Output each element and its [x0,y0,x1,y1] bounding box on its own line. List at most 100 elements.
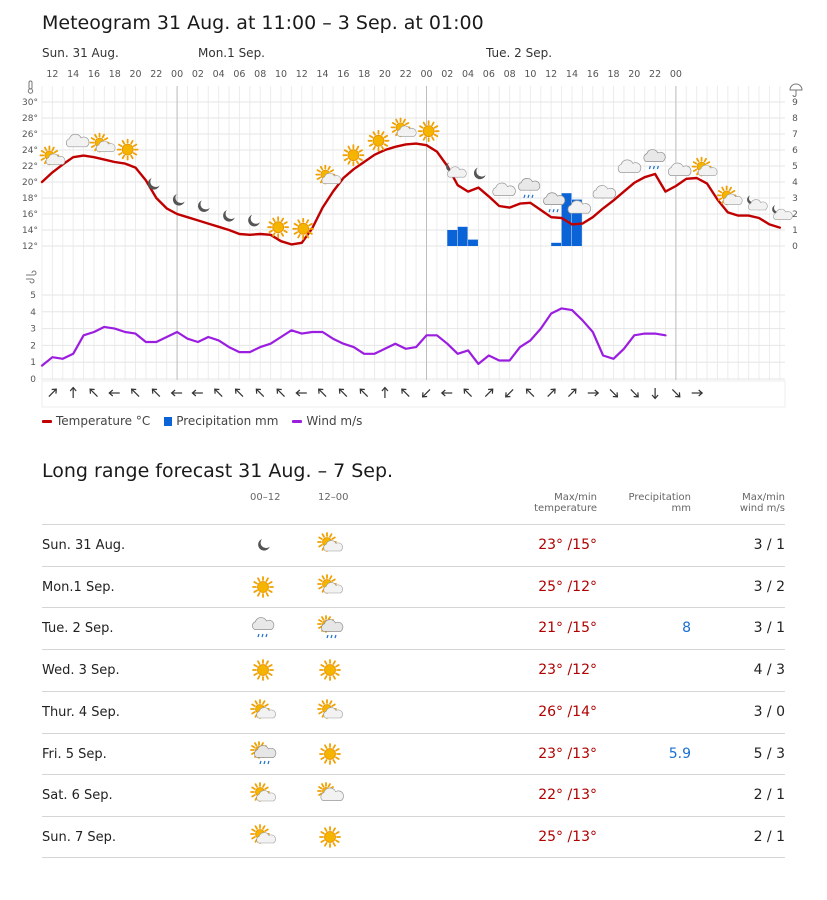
legend-precipitation-label: Precipitation mm [176,414,279,428]
forecast-row[interactable]: Sun. 7 Sep. 25° /13° 2 / 1 [42,815,785,858]
meteogram-chart: Sun. 31 Aug. Mon.1 Sep. Tue. 2 Sep.12 14 16 1… [22,46,803,408]
precip-axis-label: 0 [792,242,798,252]
wind-direction-arrow [463,388,473,397]
forecast-day: Thur. 4 Sep. [42,704,120,720]
legend-precipitation: Precipitation mm [164,414,278,428]
moon-icon [147,177,160,190]
forecast-table-bottom-border [42,857,785,858]
cloudy-icon [667,162,692,176]
wind-axis-icon [26,270,37,284]
forecast-temperature: 23° /12° [538,662,597,679]
cloudy-icon [65,133,90,148]
header-wind-line1: Max/min [742,492,785,503]
hour-tick-label: 12 [296,69,308,80]
header-temperature-line2: temperature [534,503,597,514]
hour-tick-label: 20 [628,69,640,80]
precipitation-bar [468,239,478,246]
hour-tick-label: 12 [46,69,58,80]
forecast-row[interactable]: Thur. 4 Sep. 26° /14° 3 / 0 [42,690,785,733]
precipitation-bar [551,242,562,246]
hour-tick-label: 22 [400,69,412,80]
header-temperature: Max/min temperature [534,492,597,514]
forecast-wind: 5 / 3 [753,745,785,762]
partly-cloudy-icon [250,823,276,844]
partly-cloudy-icon [317,532,343,552]
cloud-rain-icon [643,149,666,170]
forecast-row[interactable]: Mon.1 Sep. 25° /12° 3 / 2 [42,565,785,608]
temp-axis-label: 22° [22,162,38,172]
sun-icon [319,825,341,848]
forecast-row[interactable]: Sat. 6 Sep. 22° /13° 2 / 1 [42,774,785,816]
precipitation-bar [561,193,572,246]
temp-axis-label: 28° [22,114,38,124]
hour-tick-label: 18 [607,69,619,80]
hour-tick-label: 18 [109,69,121,80]
wind-direction-arrow [108,389,120,397]
precip-axis-label: 7 [792,130,798,140]
legend-precipitation-swatch [164,416,173,426]
cloudy-sun-icon [317,782,344,802]
moon-cloud-icon [747,195,768,211]
temp-axis-label: 16° [22,210,38,220]
wind-direction-arrow [587,389,600,397]
wind-direction-arrow [130,388,140,397]
wind-direction-arrow [484,388,494,397]
hour-tick-label: 10 [524,69,536,80]
wind-direction-arrow [338,388,348,397]
cloudy-icon [617,159,642,173]
forecast-row[interactable]: Sun. 31 Aug. 23° /15° 3 / 1 [42,524,785,566]
partly-cloudy-icon [250,698,276,719]
cloud-rain-icon [252,617,275,638]
hour-tick-label: 18 [358,69,370,80]
cloudy-icon [567,200,592,214]
temperature-line [40,142,781,246]
precip-axis-label: 2 [792,210,798,220]
sun-cloud-rain-icon [250,740,277,764]
wind-direction-arrow [69,386,77,398]
legend-temperature-label: Temperature °C [56,414,151,428]
sun-icon [342,144,365,167]
hour-tick-label: 04 [213,69,225,80]
legend-temperature-swatch [42,419,52,423]
forecast-row[interactable]: Tue. 2 Sep. 21° /15° 8 3 / 1 [42,607,785,649]
forecast-row[interactable]: Fri. 5 Sep. 23° /13° 5.9 5 / 3 [42,732,785,775]
hour-tick-label: 22 [150,69,162,80]
cloudy-icon [592,185,617,199]
forecast-wind: 3 / 1 [753,620,785,637]
hour-tick-label: 08 [504,69,516,80]
wind-direction-arrow [440,389,453,397]
partly-cloudy-icon [250,782,276,803]
precip-axis-label: 5 [792,162,798,172]
partly-cloudy-icon [89,132,116,153]
temp-axis-label: 30° [22,98,38,108]
forecast-row[interactable]: Wed. 3 Sep. 23° /12° 4 / 3 [42,649,785,691]
forecast-wind: 3 / 2 [753,578,785,595]
wind-direction-arrow [89,388,98,397]
cloud-rain-icon [543,192,566,213]
temp-axis-label: 12° [22,242,38,252]
wind-direction-arrow [609,389,619,398]
temp-axis-label: 24° [22,146,38,156]
wind-direction-arrow [191,389,203,397]
partly-cloudy-icon [39,145,66,166]
sun-icon [417,120,440,143]
wind-direction-arrow [318,388,327,397]
header-day: 12–00 [318,492,349,503]
hour-tick-label: 08 [254,69,266,80]
precip-axis-label: 8 [792,114,798,124]
wind-axis-label: 5 [30,291,36,301]
hour-tick-label: 00 [670,69,682,80]
cloud-rain-icon [518,178,541,198]
forecast-wind: 2 / 1 [753,828,785,845]
header-temperature-line1: Max/min [554,492,597,503]
header-precipitation-line2: mm [671,503,691,514]
forecast-day: Sun. 7 Sep. [42,829,117,845]
wind-direction-arrow [151,388,161,397]
wind-direction-arrow [170,389,183,397]
hour-tick-label: 02 [441,69,453,80]
wind-axis-label: 4 [30,308,36,318]
moon-icon [223,209,235,222]
hour-tick-label: 20 [379,69,391,80]
hour-tick-label: 06 [483,69,495,80]
day-label: Tue. 2 Sep. [485,46,552,60]
